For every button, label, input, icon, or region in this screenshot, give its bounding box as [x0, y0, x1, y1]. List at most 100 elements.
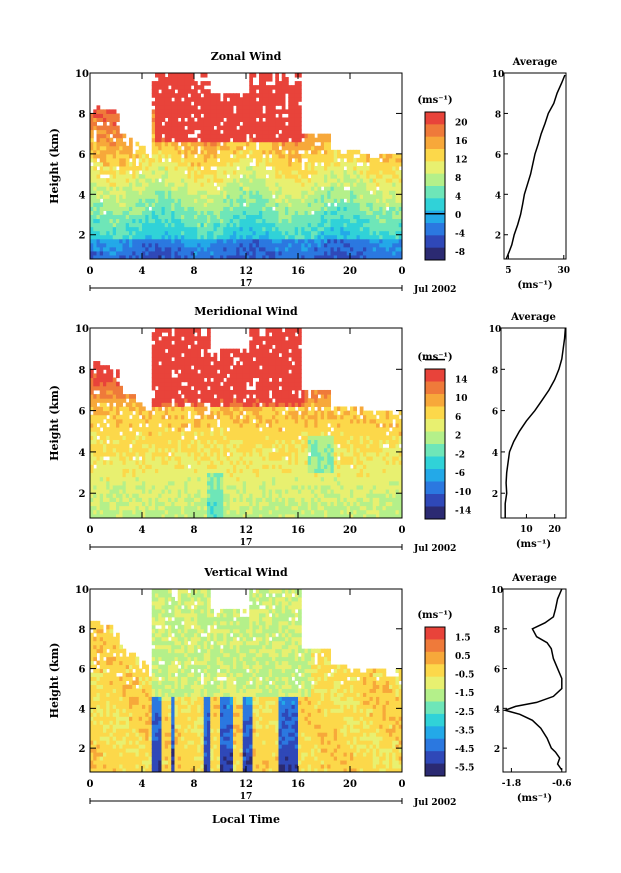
heatmap-cell — [155, 328, 159, 333]
heatmap-cell — [129, 230, 133, 236]
heatmap-cell — [320, 214, 325, 220]
heatmap-cell — [168, 394, 172, 399]
heatmap-cell — [226, 157, 231, 163]
heatmap-cell — [337, 178, 341, 183]
heatmap-cell — [223, 431, 227, 436]
heatmap-cell — [203, 145, 208, 151]
heatmap-cell — [294, 226, 299, 232]
heatmap-cell — [135, 418, 140, 424]
heatmap-cell — [109, 484, 114, 490]
heatmap-cell — [177, 394, 182, 399]
heatmap-cell — [181, 501, 185, 507]
heatmap-cell — [138, 406, 143, 412]
heatmap-cell — [155, 149, 159, 155]
heatmap-cell — [385, 194, 390, 199]
heatmap-cell — [122, 476, 127, 482]
heatmap-cell — [389, 166, 393, 171]
heatmap-cell — [190, 336, 195, 341]
heatmap-cell — [197, 113, 201, 118]
heatmap-cell — [138, 484, 143, 490]
heatmap-cell — [259, 222, 263, 228]
heatmap-cell — [255, 198, 260, 203]
heatmap-cell — [278, 141, 283, 147]
heatmap-cell — [366, 157, 370, 163]
heatmap-cell — [353, 234, 357, 240]
heatmap-cell — [249, 234, 253, 240]
heatmap-cell — [151, 109, 156, 114]
heatmap-cell — [382, 198, 387, 203]
heatmap-cell — [174, 328, 179, 333]
heatmap-cell — [171, 129, 175, 135]
heatmap-cell — [268, 137, 273, 143]
heatmap-cell — [207, 398, 211, 403]
heatmap-cell — [106, 242, 110, 248]
heatmap-cell — [99, 178, 104, 183]
heatmap-cell — [164, 443, 169, 449]
heatmap-cell — [138, 210, 143, 216]
heatmap-cell — [168, 480, 172, 486]
heatmap-cell — [155, 423, 159, 428]
heatmap-cell — [155, 348, 159, 354]
heatmap-cell — [168, 73, 172, 78]
heatmap-cell — [90, 484, 94, 490]
heatmap-cell — [249, 170, 253, 175]
heatmap-cell — [151, 161, 156, 167]
heatmap-cell — [340, 242, 344, 248]
heatmap-cell — [317, 214, 322, 220]
heatmap-cell — [161, 361, 166, 366]
heatmap-cell — [187, 85, 192, 90]
heatmap-cell — [132, 472, 136, 478]
heatmap-cell — [125, 206, 130, 211]
heatmap-cell — [294, 238, 299, 244]
heatmap-cell — [239, 198, 244, 203]
heatmap-cell — [275, 101, 279, 106]
heatmap-cell — [132, 509, 136, 515]
heatmap-cell — [190, 373, 195, 379]
heatmap-cell — [168, 125, 172, 131]
heatmap-cell — [90, 186, 94, 191]
heatmap-cell — [203, 190, 208, 195]
heatmap-cell — [119, 137, 123, 143]
heatmap-cell — [333, 161, 338, 167]
heatmap-cell — [382, 250, 387, 256]
heatmap-cell — [122, 242, 127, 248]
heatmap-cell — [93, 254, 97, 260]
heatmap-cell — [99, 505, 104, 511]
heatmap-cell — [220, 222, 224, 228]
heatmap-cell — [138, 451, 143, 457]
heatmap-cell — [177, 373, 182, 379]
heatmap-cell — [317, 206, 322, 211]
heatmap-cell — [197, 427, 201, 432]
heatmap-cell — [99, 218, 104, 224]
heatmap-cell — [200, 170, 205, 175]
heatmap-cell — [116, 125, 120, 131]
heatmap-cell — [184, 202, 188, 207]
heatmap-cell — [320, 254, 325, 260]
heatmap-cell — [155, 509, 159, 515]
heatmap-cell — [298, 141, 302, 147]
heatmap-cell — [106, 484, 110, 490]
heatmap-cell — [236, 250, 240, 256]
heatmap-cell — [239, 170, 244, 175]
heatmap-cell — [359, 234, 364, 240]
heatmap-cell — [194, 439, 198, 445]
heatmap-cell — [333, 246, 338, 252]
heatmap-cell — [203, 89, 208, 94]
heatmap-cell — [135, 206, 140, 211]
heatmap-cell — [93, 222, 97, 228]
heatmap-cell — [207, 234, 211, 240]
heatmap-cell — [158, 439, 162, 445]
heatmap-cell — [190, 73, 195, 78]
heatmap-cell — [285, 234, 289, 240]
heatmap-cell — [90, 435, 94, 441]
heatmap-cell — [236, 157, 240, 163]
heatmap-cell — [249, 238, 253, 244]
heatmap-cell — [158, 489, 162, 494]
heatmap-cell — [158, 254, 162, 260]
heatmap-cell — [194, 113, 198, 118]
heatmap-cell — [177, 361, 182, 366]
heatmap-cell — [216, 161, 221, 167]
heatmap-cell — [148, 439, 153, 445]
heatmap-cell — [285, 246, 289, 252]
heatmap-cell — [200, 133, 205, 139]
